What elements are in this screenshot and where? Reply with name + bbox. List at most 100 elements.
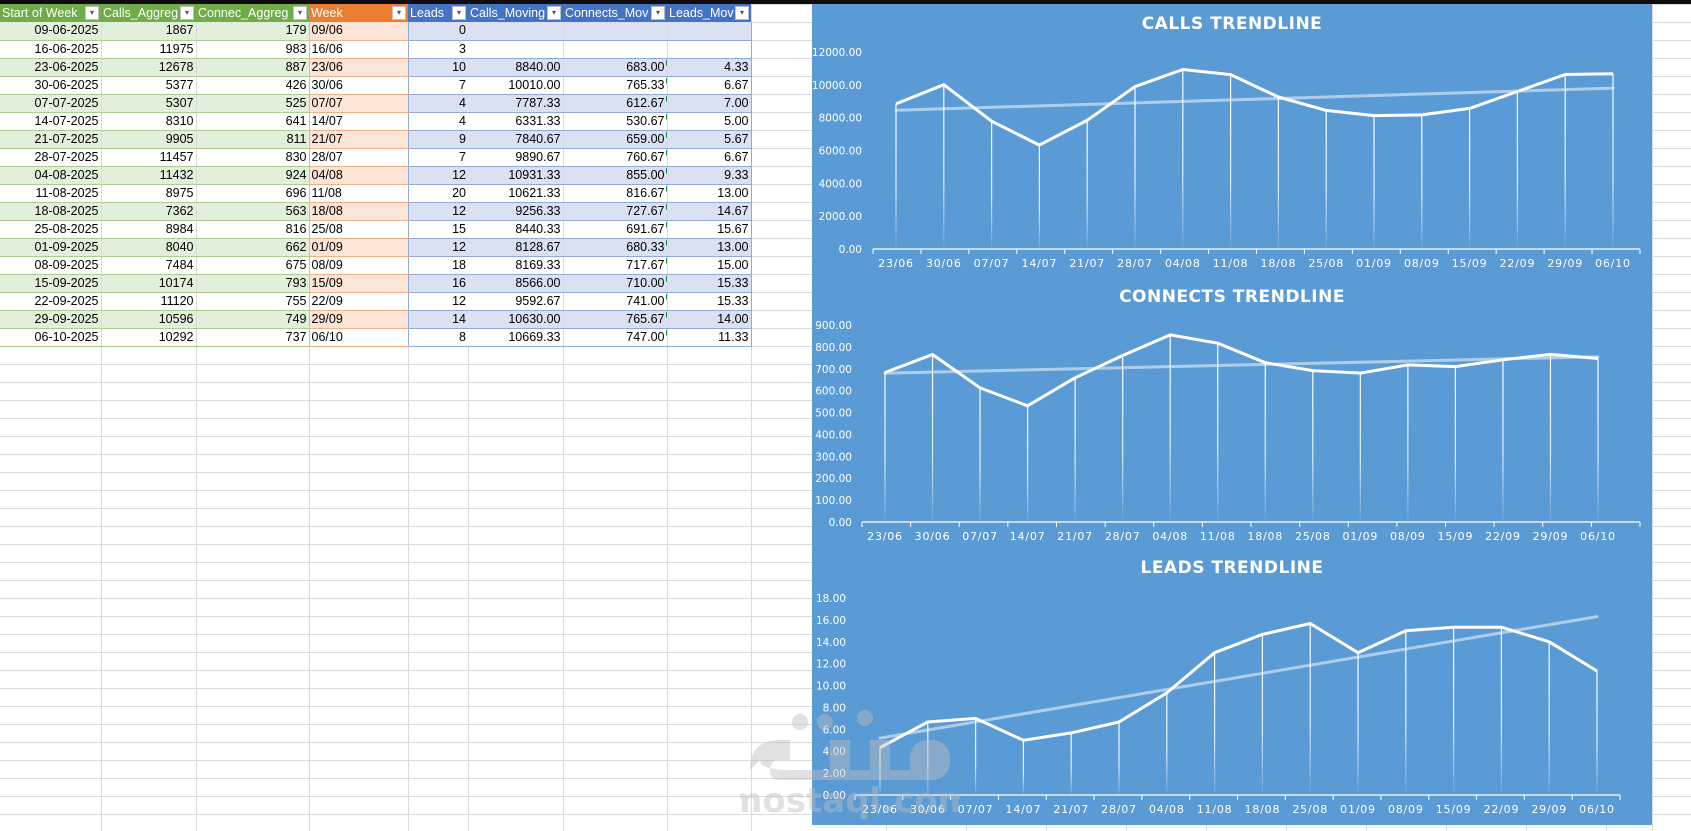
table-cell[interactable]: 04/08 [308,166,408,185]
filter-dropdown-icon[interactable]: ▾ [85,6,99,20]
table-cell[interactable] [563,22,668,41]
table-cell[interactable]: 755 [196,292,309,311]
table-cell[interactable]: 28/07 [308,148,408,167]
table-cell[interactable]: 749 [196,310,309,329]
table-cell[interactable]: 08-09-2025 [0,256,102,275]
column-header[interactable]: Leads ▾ [408,4,468,22]
table-cell[interactable]: 8975 [101,184,197,203]
table-cell[interactable]: 737 [196,328,309,347]
table-cell[interactable]: 22-09-2025 [0,292,102,311]
table-cell[interactable]: 924 [196,166,309,185]
column-header[interactable]: Connec_Aggreg ▾ [196,4,309,22]
table-cell[interactable]: 5.00 [667,112,752,131]
table-cell[interactable]: 675 [196,256,309,275]
table-cell[interactable]: 10292 [101,328,197,347]
table-cell[interactable]: 12678 [101,58,197,77]
table-cell[interactable]: 09-06-2025 [0,22,102,41]
table-cell[interactable]: 06-10-2025 [0,328,102,347]
column-header[interactable]: Calls_Aggreg ▾ [101,4,196,22]
table-cell[interactable]: 7840.67 [468,130,564,149]
table-cell[interactable]: 15.00 [667,256,752,275]
connects-trendline-chart[interactable]: CONNECTS TRENDLINE 0.00 100.00 200.00 300.0… [812,277,1652,550]
table-cell[interactable]: 683.00 [563,58,668,77]
table-cell[interactable]: 10010.00 [468,76,564,95]
table-cell[interactable]: 14-07-2025 [0,112,102,131]
table-cell[interactable]: 18 [407,256,468,275]
table-cell[interactable]: 21-07-2025 [0,130,102,149]
table-cell[interactable]: 659.00 [563,130,668,149]
table-cell[interactable]: 717.67 [563,256,668,275]
table-cell[interactable]: 727.67 [563,202,668,221]
table-cell[interactable]: 4.33 [667,58,752,77]
table-cell[interactable]: 7787.33 [468,94,564,113]
table-cell[interactable]: 14/07 [308,112,408,131]
table-cell[interactable]: 10 [407,58,468,77]
column-header[interactable]: Week ▾ [309,4,408,22]
table-cell[interactable]: 16-06-2025 [0,40,102,59]
table-cell[interactable]: 830 [196,148,309,167]
table-cell[interactable]: 0 [407,22,468,41]
table-cell[interactable]: 15-09-2025 [0,274,102,293]
table-cell[interactable]: 563 [196,202,309,221]
table-cell[interactable]: 816.67 [563,184,668,203]
table-cell[interactable]: 9.33 [667,166,752,185]
table-cell[interactable]: 30-06-2025 [0,76,102,95]
table-cell[interactable]: 793 [196,274,309,293]
table-cell[interactable]: 07-07-2025 [0,94,102,113]
table-cell[interactable]: 6.67 [667,148,752,167]
table-cell[interactable]: 7484 [101,256,197,275]
table-cell[interactable]: 3 [407,40,468,59]
table-cell[interactable]: 8310 [101,112,197,131]
filter-dropdown-icon[interactable]: ▾ [180,6,194,20]
table-cell[interactable]: 10669.33 [468,328,564,347]
table-cell[interactable]: 15 [407,220,468,239]
table-cell[interactable]: 13.00 [667,238,752,257]
table-cell[interactable]: 855.00 [563,166,668,185]
table-cell[interactable]: 7 [407,148,468,167]
column-header[interactable]: Calls_Moving ▾ [468,4,563,22]
column-header[interactable]: Start of Week ▾ [0,4,101,22]
filter-dropdown-icon[interactable]: ▾ [547,6,561,20]
table-cell[interactable]: 179 [196,22,309,41]
table-cell[interactable]: 12 [407,292,468,311]
table-cell[interactable]: 5377 [101,76,197,95]
table-cell[interactable]: 12 [407,238,468,257]
table-cell[interactable]: 23/06 [308,58,408,77]
table-cell[interactable]: 760.67 [563,148,668,167]
table-cell[interactable]: 9592.67 [468,292,564,311]
filter-dropdown-icon[interactable]: ▾ [651,6,665,20]
table-cell[interactable]: 983 [196,40,309,59]
table-cell[interactable] [667,22,752,41]
table-cell[interactable]: 28-07-2025 [0,148,102,167]
table-cell[interactable]: 15.67 [667,220,752,239]
table-cell[interactable]: 662 [196,238,309,257]
table-cell[interactable]: 01-09-2025 [0,238,102,257]
table-cell[interactable]: 8984 [101,220,197,239]
table-cell[interactable]: 16 [407,274,468,293]
table-cell[interactable]: 11457 [101,148,197,167]
table-cell[interactable]: 11975 [101,40,197,59]
table-cell[interactable]: 8566.00 [468,274,564,293]
table-cell[interactable]: 4 [407,94,468,113]
table-cell[interactable]: 8169.33 [468,256,564,275]
filter-dropdown-icon[interactable]: ▾ [735,6,749,20]
table-cell[interactable]: 23-06-2025 [0,58,102,77]
table-cell[interactable]: 741.00 [563,292,668,311]
table-cell[interactable]: 29/09 [308,310,408,329]
table-cell[interactable]: 10621.33 [468,184,564,203]
table-cell[interactable]: 6331.33 [468,112,564,131]
calls-trendline-chart[interactable]: CALLS TRENDLINE 0.00 2000.00 4000.00 6000.0… [812,4,1652,277]
table-cell[interactable]: 13.00 [667,184,752,203]
table-cell[interactable]: 10630.00 [468,310,564,329]
table-cell[interactable]: 7.00 [667,94,752,113]
table-cell[interactable]: 765.33 [563,76,668,95]
table-cell[interactable]: 14.00 [667,310,752,329]
table-cell[interactable]: 21/07 [308,130,408,149]
table-cell[interactable]: 14 [407,310,468,329]
table-cell[interactable]: 8128.67 [468,238,564,257]
table-cell[interactable]: 5307 [101,94,197,113]
table-cell[interactable]: 06/10 [308,328,408,347]
filter-dropdown-icon[interactable]: ▾ [293,6,307,20]
table-cell[interactable]: 25/08 [308,220,408,239]
filter-dropdown-icon[interactable]: ▾ [392,6,406,20]
